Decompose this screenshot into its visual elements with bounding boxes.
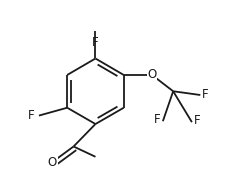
Text: F: F xyxy=(194,114,200,127)
Text: F: F xyxy=(92,36,99,49)
Text: O: O xyxy=(48,156,57,169)
Text: F: F xyxy=(202,89,209,101)
Text: F: F xyxy=(28,109,34,122)
Text: F: F xyxy=(154,113,161,126)
Text: O: O xyxy=(147,68,157,82)
